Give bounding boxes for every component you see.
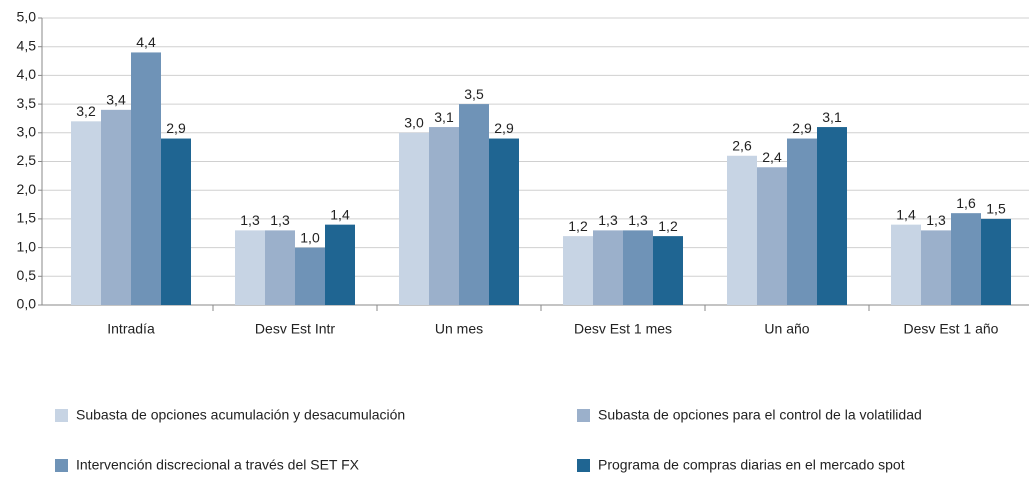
value-label: 1,0 bbox=[300, 229, 320, 245]
bar bbox=[399, 132, 429, 305]
value-label: 1,4 bbox=[896, 206, 916, 222]
value-label: 1,3 bbox=[926, 212, 946, 228]
y-tick-label: 1,0 bbox=[17, 238, 37, 254]
legend-swatch bbox=[55, 409, 68, 422]
value-label: 1,3 bbox=[628, 212, 648, 228]
bar bbox=[951, 213, 981, 305]
legend-label: Subasta de opciones para el control de l… bbox=[598, 407, 922, 423]
value-label: 3,2 bbox=[76, 103, 96, 119]
y-tick-label: 0,0 bbox=[17, 296, 37, 312]
value-label: 2,9 bbox=[494, 120, 514, 136]
x-tick-label: Desv Est 1 mes bbox=[574, 321, 672, 337]
value-label: 2,4 bbox=[762, 149, 782, 165]
bar bbox=[563, 236, 593, 305]
bar bbox=[757, 167, 787, 305]
value-label: 2,9 bbox=[166, 120, 186, 136]
y-tick-label: 0,5 bbox=[17, 267, 37, 283]
bar bbox=[653, 236, 683, 305]
bar bbox=[295, 247, 325, 305]
bar bbox=[787, 138, 817, 305]
x-tick-label: Desv Est Intr bbox=[255, 321, 335, 337]
value-label: 3,4 bbox=[106, 92, 126, 108]
y-tick-label: 3,5 bbox=[17, 95, 37, 111]
value-label: 1,3 bbox=[270, 212, 290, 228]
bar bbox=[817, 127, 847, 305]
bar bbox=[623, 230, 653, 305]
value-label: 1,4 bbox=[330, 206, 350, 222]
value-label: 2,6 bbox=[732, 137, 752, 153]
y-tick-label: 4,5 bbox=[17, 37, 37, 53]
legend-label: Programa de compras diarias en el mercad… bbox=[598, 457, 905, 473]
bar bbox=[489, 138, 519, 305]
x-tick-label: Un año bbox=[764, 321, 809, 337]
bar bbox=[325, 224, 355, 305]
y-tick-label: 2,5 bbox=[17, 152, 37, 168]
bar bbox=[131, 52, 161, 305]
bar bbox=[265, 230, 295, 305]
value-label: 1,6 bbox=[956, 195, 976, 211]
y-tick-label: 5,0 bbox=[17, 9, 37, 25]
legend-swatch bbox=[55, 459, 68, 472]
bar bbox=[891, 224, 921, 305]
value-label: 1,5 bbox=[986, 201, 1006, 217]
legend-label: Subasta de opciones acumulación y desacu… bbox=[76, 407, 405, 423]
bar bbox=[981, 218, 1011, 305]
bar bbox=[593, 230, 623, 305]
value-label: 3,5 bbox=[464, 86, 484, 102]
legend-swatch bbox=[577, 409, 590, 422]
y-tick-label: 3,0 bbox=[17, 124, 37, 140]
y-tick-label: 4,0 bbox=[17, 66, 37, 82]
legend-swatch bbox=[577, 459, 590, 472]
bar bbox=[921, 230, 951, 305]
value-label: 1,2 bbox=[568, 218, 588, 234]
x-tick-label: Intradía bbox=[107, 321, 155, 337]
value-label: 2,9 bbox=[792, 120, 812, 136]
bar bbox=[101, 109, 131, 305]
legend-label: Intervención discrecional a través del S… bbox=[76, 457, 360, 473]
bar bbox=[429, 127, 459, 305]
value-label: 3,0 bbox=[404, 115, 424, 131]
y-tick-label: 1,5 bbox=[17, 210, 37, 226]
value-label: 1,2 bbox=[658, 218, 678, 234]
bar bbox=[161, 138, 191, 305]
x-tick-label: Desv Est 1 año bbox=[904, 321, 999, 337]
y-tick-label: 2,0 bbox=[17, 181, 37, 197]
bar bbox=[235, 230, 265, 305]
value-label: 3,1 bbox=[434, 109, 454, 125]
value-label: 4,4 bbox=[136, 34, 156, 50]
value-label: 1,3 bbox=[240, 212, 260, 228]
bar bbox=[71, 121, 101, 305]
value-label: 1,3 bbox=[598, 212, 618, 228]
bar bbox=[727, 155, 757, 305]
bar bbox=[459, 104, 489, 305]
value-label: 3,1 bbox=[822, 109, 842, 125]
x-tick-label: Un mes bbox=[435, 321, 483, 337]
